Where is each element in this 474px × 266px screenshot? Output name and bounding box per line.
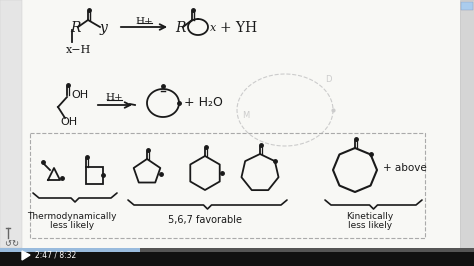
Text: Kinetically: Kinetically	[346, 212, 393, 221]
Text: Thermodynamically: Thermodynamically	[27, 212, 117, 221]
Text: ↺: ↺	[4, 239, 11, 248]
Text: ↻: ↻	[11, 239, 18, 248]
Text: 5,6,7 favorable: 5,6,7 favorable	[168, 215, 242, 225]
Text: H+: H+	[135, 16, 153, 26]
Text: H+: H+	[105, 94, 123, 102]
Text: x−H: x−H	[66, 45, 91, 55]
Polygon shape	[22, 251, 30, 260]
Bar	[0, 0, 22, 248]
Bar	[86, 167, 103, 184]
Bar	[0, 248, 140, 252]
Text: + H₂O: + H₂O	[184, 97, 223, 110]
Text: 2:47 / 8:32: 2:47 / 8:32	[35, 251, 76, 260]
Text: + above: + above	[383, 163, 427, 173]
Bar	[461, 2, 473, 10]
Bar	[30, 133, 425, 238]
Text: + YH: + YH	[220, 21, 257, 35]
Text: D: D	[325, 74, 331, 84]
Text: R: R	[175, 21, 185, 35]
Text: OH: OH	[60, 117, 77, 127]
Bar	[460, 0, 474, 248]
Bar	[0, 248, 474, 266]
Text: OH: OH	[71, 90, 88, 100]
Text: M: M	[242, 110, 249, 119]
Text: less likely: less likely	[50, 221, 94, 230]
Text: less likely: less likely	[348, 221, 392, 230]
Text: x: x	[210, 23, 216, 33]
Text: y: y	[100, 21, 108, 35]
Bar	[0, 248, 474, 252]
Text: R: R	[70, 21, 81, 35]
